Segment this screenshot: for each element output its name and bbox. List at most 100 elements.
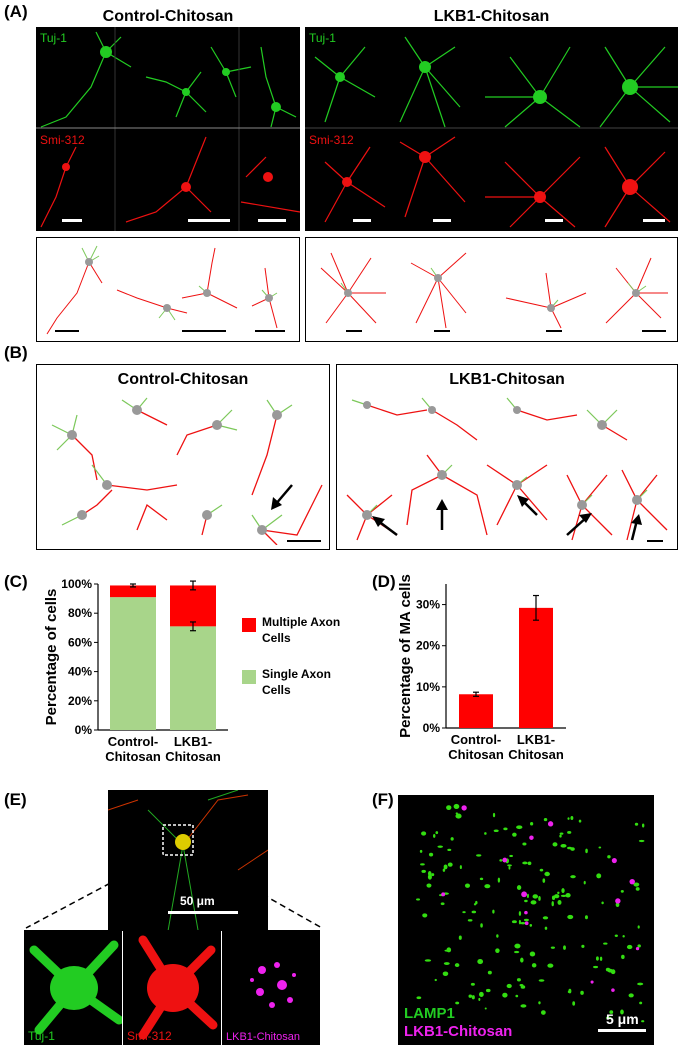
lamp1-puncta [462,911,466,914]
lamp1-puncta [580,990,584,995]
lamp1-puncta [421,831,427,836]
lamp1-puncta [542,916,549,920]
lamp1-puncta [442,971,449,977]
lamp1-puncta [593,965,599,969]
control-tracing-panel-b: Control-Chitosan [36,364,330,550]
lkb1-puncta [615,898,621,904]
panel-a-title-lkb1: LKB1-Chitosan [433,8,550,25]
bar-multiple-0 [110,585,156,598]
lamp1-puncta [492,909,495,914]
lamp1-puncta [446,947,452,953]
panel-e-smi312-zoom: Smi-312 [123,930,221,1045]
lamp1-puncta [520,1004,527,1008]
lamp1-puncta [628,993,634,998]
legend-label: Cells [262,631,291,645]
lamp1-puncta [484,832,487,835]
lamp1-puncta [506,983,512,989]
lamp1-puncta [507,864,512,867]
lamp1-puncta [514,943,521,949]
lamp1-puncta [620,889,624,893]
lamp1-puncta [563,945,566,950]
lamp1-puncta [493,829,499,833]
panel-c-label: (C) [4,572,28,591]
lamp1-puncta [637,982,644,986]
lamp1-puncta [518,919,521,925]
lkb1-puncta [441,892,446,897]
lamp1-puncta [567,990,571,994]
lamp1-puncta [520,957,524,963]
lamp1-puncta [524,899,528,903]
lkb1-scale-bar-2 [433,219,451,222]
lamp1-puncta [596,873,602,879]
x-tick-label: LKB1- [174,734,212,749]
chart-d: 0% 10% 20% 30%Percentage of MA cells Control… [397,574,566,762]
lamp1-puncta [435,831,439,835]
lkb1-tracing-drawing [320,252,668,332]
lamp1-puncta [522,842,527,846]
lamp1-puncta [495,948,500,953]
lamp1-puncta [455,813,462,819]
lkb1-puncta [590,980,594,984]
lkb1-tracing-box [305,237,678,342]
lamp1-puncta [641,823,645,828]
lamp1-puncta [581,944,585,948]
y-tick-label: 0% [423,721,441,735]
lamp1-puncta [431,873,435,877]
y-axis-label: Percentage of cells [43,589,60,726]
lamp1-puncta [583,880,586,885]
lamp1-puncta [638,839,645,843]
lamp1-puncta [614,934,618,937]
lamp1-puncta [503,827,508,831]
panel-e-overview-image: 50 μm [108,790,268,931]
lamp1-puncta [426,883,432,888]
lamp1-puncta [479,877,484,881]
lamp1-puncta [515,994,519,998]
lkb1-tuj1-label: Tuj-1 [309,31,336,45]
panel-f-scale-bar [598,1029,646,1032]
panel-a-title-control: Control-Chitosan [102,8,234,25]
lamp1-puncta [538,1001,541,1005]
lamp1-puncta [478,991,484,997]
bar-single-0 [110,597,156,730]
chart-c: 0% 20% 40% 60% 80% 100%Percentage of cells Con… [43,577,340,764]
lkb1-neuron-tracings [346,397,668,542]
lamp1-puncta [544,926,548,930]
lkb1-micrograph-grid: Tuj-1 Smi-312 [305,27,678,231]
lamp1-puncta [471,995,475,1000]
lamp1-puncta [529,924,533,927]
lamp1-puncta [480,923,483,928]
x-tick-label: Chitosan [165,749,221,764]
panel-e-smi312-label: Smi-312 [127,1029,172,1043]
x-tick-label: LKB1- [517,732,555,747]
lamp1-puncta [633,882,640,887]
lkb1-puncta [524,910,528,915]
lamp1-puncta [473,903,477,906]
lamp1-puncta [447,848,452,852]
lamp1-puncta [499,859,503,862]
control-tracing-drawing [46,245,285,335]
lkb1-scale-bar-4 [643,219,665,222]
y-tick-label: 30% [416,598,440,612]
lamp1-puncta [516,825,523,830]
control-scale-bar-1 [62,219,82,222]
lkb1-puncta [529,835,534,840]
lamp1-puncta [561,888,565,894]
panel-e-overview-drawing [108,790,268,931]
lkb1-scale-bar-1 [353,219,371,222]
lamp1-puncta [560,894,567,897]
lamp1-puncta [433,833,436,838]
panel-b-label: (B) [4,343,28,362]
lamp1-puncta [455,1001,460,1005]
lamp1-puncta [454,963,460,968]
lamp1-puncta [557,900,562,905]
bar-single-1 [170,626,216,730]
legend-label: Single Axon [262,667,331,681]
lamp1-puncta [428,852,434,857]
lamp1-puncta [635,887,640,891]
x-tick-label: Control- [451,732,502,747]
lamp1-puncta [427,870,432,877]
tuj1-zoom-drawing [24,930,122,1045]
lkb1-scale-bar-3 [545,219,563,222]
panel-f-scale-text: 5 μm [606,1011,639,1027]
lamp1-puncta [529,951,536,957]
